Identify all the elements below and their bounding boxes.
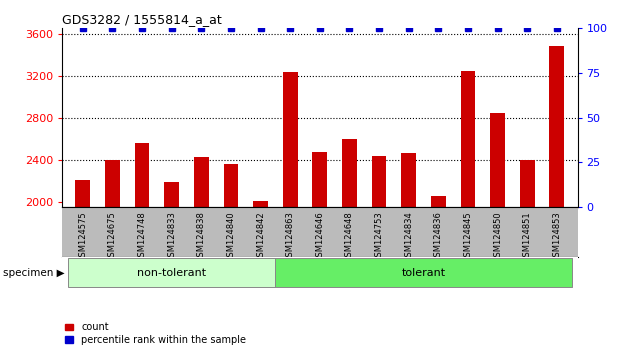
Text: GSM124833: GSM124833	[167, 211, 176, 262]
Bar	[461, 72, 475, 207]
Text: GSM124840: GSM124840	[227, 211, 235, 262]
Text: GSM124753: GSM124753	[374, 211, 384, 262]
Text: GDS3282 / 1555814_a_at: GDS3282 / 1555814_a_at	[62, 13, 222, 26]
Text: specimen ▶: specimen ▶	[3, 268, 65, 278]
Text: GSM124648: GSM124648	[345, 211, 354, 262]
Legend: count, percentile rank within the sample: count, percentile rank within the sample	[61, 319, 250, 349]
Bar	[68, 258, 275, 287]
Bar	[371, 155, 386, 207]
Bar	[105, 160, 120, 207]
Text: GSM124838: GSM124838	[197, 211, 206, 262]
Bar	[275, 258, 571, 287]
Text: GSM124845: GSM124845	[463, 211, 473, 262]
Text: GSM124850: GSM124850	[493, 211, 502, 262]
Bar	[520, 160, 535, 207]
Bar	[431, 195, 446, 207]
Text: GSM124748: GSM124748	[138, 211, 147, 262]
Text: GSM124836: GSM124836	[434, 211, 443, 262]
Text: GSM124853: GSM124853	[552, 211, 561, 262]
Bar	[342, 139, 357, 207]
Bar	[75, 180, 90, 207]
Bar	[550, 46, 564, 207]
Text: GSM124863: GSM124863	[286, 211, 295, 262]
Bar	[194, 156, 209, 207]
Text: tolerant: tolerant	[401, 268, 445, 278]
Bar	[283, 73, 297, 207]
Bar	[135, 143, 150, 207]
Text: GSM124842: GSM124842	[256, 211, 265, 262]
Text: GSM124851: GSM124851	[523, 211, 532, 262]
Text: GSM124575: GSM124575	[78, 211, 88, 262]
Bar	[401, 154, 416, 207]
Bar	[490, 114, 505, 207]
Bar	[253, 201, 268, 207]
Bar	[224, 164, 238, 207]
Bar	[312, 153, 327, 207]
Text: non-tolerant: non-tolerant	[137, 268, 206, 278]
Text: GSM124834: GSM124834	[404, 211, 413, 262]
Bar	[165, 182, 179, 207]
Text: GSM124646: GSM124646	[315, 211, 324, 262]
Text: GSM124675: GSM124675	[108, 211, 117, 262]
